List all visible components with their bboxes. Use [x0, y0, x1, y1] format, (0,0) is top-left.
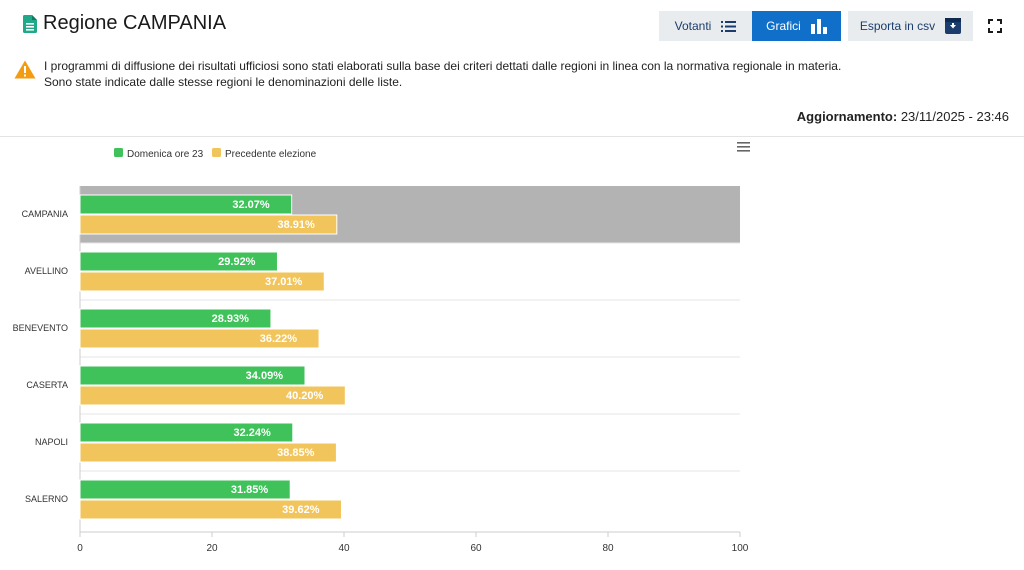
grafici-label: Grafici: [766, 19, 801, 33]
bar-current[interactable]: [79, 308, 272, 329]
category-label: BENEVENTO: [13, 323, 68, 333]
bar-current[interactable]: [79, 251, 278, 272]
category-label: CAMPANIA: [22, 209, 68, 219]
data-label-current: 32.24%: [233, 427, 271, 439]
x-tick-label: 60: [470, 543, 482, 554]
data-label-previous: 40.20%: [286, 390, 324, 402]
page-header: Regione CAMPANIA Votanti Grafici Esporta…: [0, 0, 1024, 137]
notice-line-2: Sono state indicate dalle stesse regioni…: [44, 75, 403, 89]
data-label-current: 28.93%: [212, 313, 250, 325]
category-label: CASERTA: [26, 380, 68, 390]
notice-line-1: I programmi di diffusione dei risultati …: [44, 59, 842, 73]
hamburger-menu-icon[interactable]: [737, 150, 750, 152]
download-box-icon: [945, 18, 962, 34]
bar-current[interactable]: [79, 194, 293, 215]
update-value: 23/11/2025 - 23:46: [900, 109, 1009, 124]
fullscreen-icon[interactable]: [985, 16, 1005, 36]
category-label: NAPOLI: [35, 437, 68, 447]
notice-text: I programmi di diffusione dei risultati …: [44, 58, 841, 90]
data-label-previous: 38.91%: [277, 219, 315, 231]
legend-label-2: Precedente elezione: [225, 149, 317, 160]
data-label-previous: 36.22%: [260, 333, 298, 345]
grafici-button[interactable]: Grafici: [752, 11, 841, 41]
update-timestamp: Aggiornamento: 23/11/2025 - 23:46: [797, 109, 1009, 124]
turnout-chart: Domenica ore 23 Precedente elezione 0 20 40 6…: [13, 142, 750, 554]
data-label-previous: 37.01%: [265, 276, 303, 288]
hamburger-menu-icon[interactable]: [737, 142, 750, 144]
data-label-current: 34.09%: [246, 370, 284, 382]
export-csv-button[interactable]: Esporta in csv: [848, 11, 973, 41]
bar-current[interactable]: [79, 422, 294, 443]
bar-previous[interactable]: [79, 499, 342, 520]
votanti-button[interactable]: Votanti: [659, 11, 752, 41]
data-label-current: 29.92%: [218, 256, 256, 268]
data-label-current: 32.07%: [232, 199, 270, 211]
data-label-previous: 39.62%: [282, 504, 320, 516]
bar-chart-icon: [810, 18, 827, 34]
x-tick-label: 80: [602, 543, 614, 554]
x-tick-label: 20: [206, 543, 218, 554]
hamburger-menu-icon[interactable]: [737, 146, 750, 148]
votanti-label: Votanti: [674, 19, 712, 33]
bar-previous[interactable]: [79, 214, 338, 235]
bar-previous[interactable]: [79, 328, 320, 349]
x-tick-label: 100: [732, 543, 749, 554]
data-label-previous: 38.85%: [277, 447, 315, 459]
x-tick-label: 0: [77, 543, 83, 554]
legend-swatch-1[interactable]: [114, 148, 123, 157]
legend-label-1: Domenica ore 23: [127, 149, 204, 160]
data-label-current: 31.85%: [231, 484, 269, 496]
category-label: SALERNO: [25, 494, 68, 504]
warning-triangle-icon: [14, 60, 36, 79]
page-title: Regione CAMPANIA: [23, 12, 226, 35]
bar-current[interactable]: [79, 479, 291, 500]
category-label: AVELLINO: [25, 266, 68, 276]
legend-swatch-2[interactable]: [212, 148, 221, 157]
bar-previous[interactable]: [79, 442, 337, 463]
export-csv-label: Esporta in csv: [859, 19, 936, 33]
bar-previous[interactable]: [79, 385, 346, 406]
document-icon: [23, 14, 37, 33]
bar-current[interactable]: [79, 365, 306, 386]
list-icon: [721, 20, 737, 32]
page-title-text: Regione CAMPANIA: [43, 12, 227, 34]
update-label: Aggiornamento:: [796, 109, 898, 124]
bar-previous[interactable]: [79, 271, 325, 292]
x-tick-label: 40: [338, 543, 350, 554]
